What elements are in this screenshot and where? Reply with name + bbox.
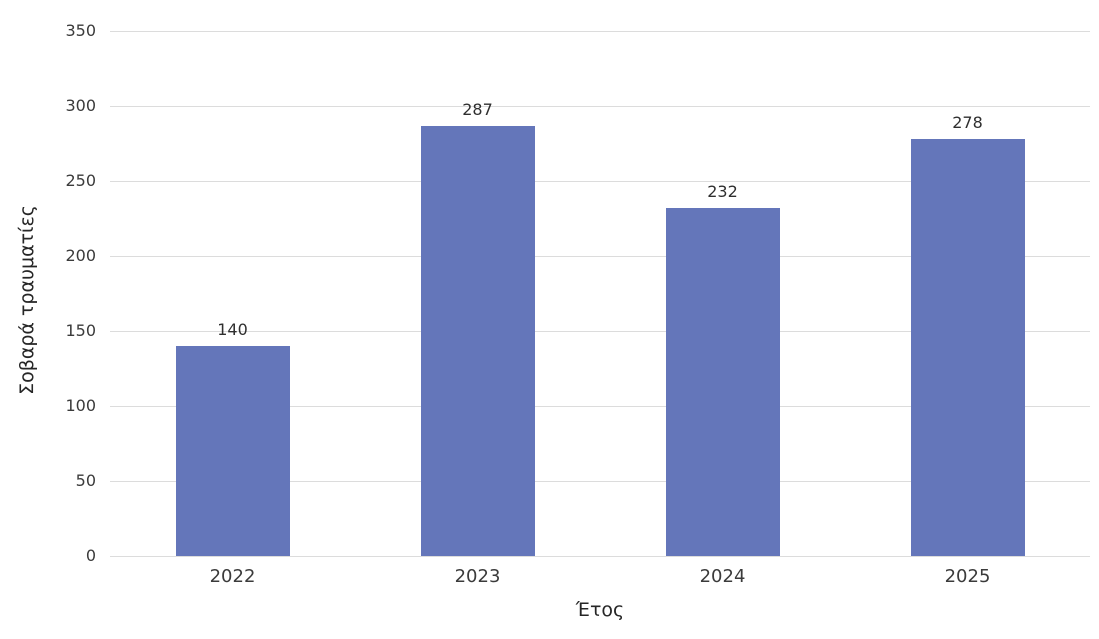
bar-value-label: 232 — [707, 182, 738, 201]
bar — [420, 125, 535, 556]
y-tick-label: 300 — [65, 96, 96, 115]
y-tick-label: 350 — [65, 21, 96, 40]
gridline — [110, 556, 1090, 557]
x-tick-label: 2024 — [699, 566, 746, 587]
bar — [910, 139, 1025, 556]
bar-value-label: 278 — [952, 113, 983, 132]
gridline — [110, 331, 1090, 332]
gridline — [110, 481, 1090, 482]
y-tick-label: 200 — [65, 246, 96, 265]
bar-value-label: 140 — [217, 320, 248, 339]
bar — [175, 346, 290, 556]
y-tick-label: 150 — [65, 321, 96, 340]
bar — [665, 208, 780, 556]
y-tick-label: 50 — [75, 471, 96, 490]
x-tick-label: 2025 — [944, 566, 991, 587]
y-tick-label: 250 — [65, 171, 96, 190]
y-tick-label: 100 — [65, 396, 96, 415]
gridline — [110, 406, 1090, 407]
gridline — [110, 31, 1090, 32]
x-tick-label: 2022 — [209, 566, 256, 587]
gridline — [110, 181, 1090, 182]
x-axis-title: Έτος — [575, 599, 625, 621]
x-tick-label: 2023 — [454, 566, 501, 587]
bar-value-label: 287 — [462, 99, 493, 119]
gridline — [110, 256, 1090, 257]
gridline — [110, 106, 1090, 107]
y-axis-title: Σοβαρά τραυματίες — [16, 205, 38, 395]
y-tick-label: 0 — [85, 546, 96, 565]
plot-area: 0 50 100 150 200 250 300 350 140 2022 287 2023 232 20… — [65, 21, 1090, 587]
